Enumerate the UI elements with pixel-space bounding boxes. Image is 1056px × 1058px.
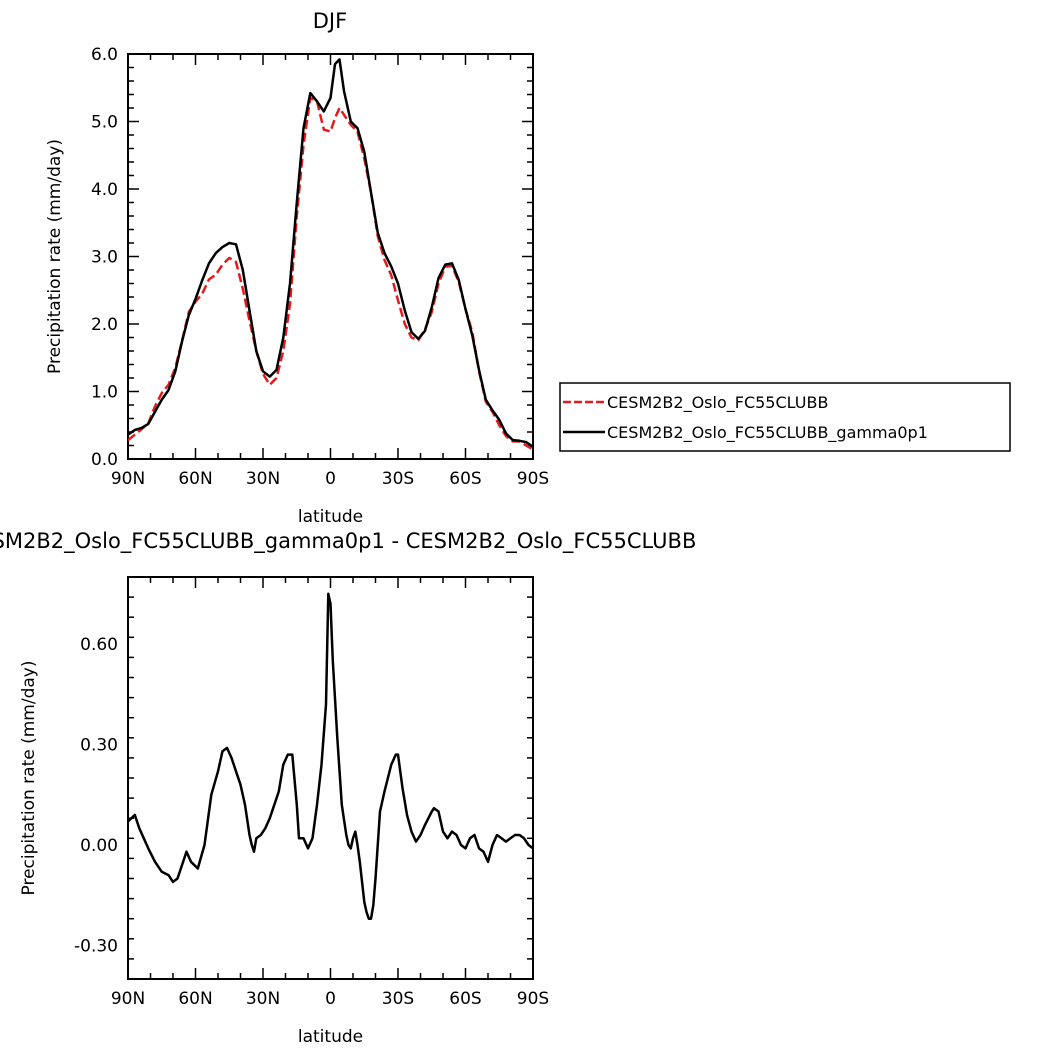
plot-frame bbox=[127, 576, 534, 980]
series-line-1 bbox=[128, 58, 533, 448]
chart-title: DJF bbox=[313, 9, 347, 33]
y-tick-label: 3.0 bbox=[91, 248, 118, 268]
x-tick-label: 60N bbox=[178, 989, 212, 1009]
y-tick-label: 0.30 bbox=[80, 736, 118, 756]
chart-bottom: CESM2B2_Oslo_FC55CLUBB_gamma0p1 - CESM2B… bbox=[0, 529, 696, 1047]
x-tick-label: 30S bbox=[382, 989, 414, 1009]
legend-label-1: CESM2B2_Oslo_FC55CLUBB_gamma0p1 bbox=[607, 423, 928, 443]
chart-top: DJF 90N 60N 30N 0 30S 60S 90S 0.0 1.0 2.0 3.0 4.0 5.0… bbox=[45, 9, 1011, 527]
x-tick-label: 0 bbox=[325, 469, 336, 489]
y-tick-label: 1.0 bbox=[91, 383, 118, 403]
x-tick-label: 60S bbox=[449, 989, 481, 1009]
x-tick-label: 90S bbox=[517, 989, 549, 1009]
y-axis-label: Precipitation rate (mm/day) bbox=[45, 139, 65, 374]
y-tick-label: 0.60 bbox=[80, 635, 118, 655]
y-tick-label: 5.0 bbox=[91, 113, 118, 133]
chart-title: CESM2B2_Oslo_FC55CLUBB_gamma0p1 - CESM2B… bbox=[0, 529, 696, 554]
y-tick-label: 6.0 bbox=[91, 45, 118, 65]
x-axis-label: latitude bbox=[298, 1027, 363, 1047]
x-axis-label: latitude bbox=[298, 507, 363, 527]
series-line-0 bbox=[128, 592, 533, 920]
series-line-0 bbox=[128, 96, 533, 451]
plot-frame bbox=[127, 53, 534, 460]
y-axis-label: Precipitation rate (mm/day) bbox=[19, 661, 39, 896]
legend-label-0: CESM2B2_Oslo_FC55CLUBB bbox=[607, 393, 828, 413]
x-tick-label: 90N bbox=[111, 469, 145, 489]
legend-box bbox=[559, 382, 1011, 452]
y-tick-label: 0.00 bbox=[80, 836, 118, 856]
y-tick-label: 2.0 bbox=[91, 315, 118, 335]
legend: CESM2B2_Oslo_FC55CLUBB CESM2B2_Oslo_FC55C… bbox=[559, 382, 1011, 452]
y-tick-label: 0.0 bbox=[91, 450, 118, 470]
y-tick-label: 4.0 bbox=[91, 180, 118, 200]
y-tick-label: -0.30 bbox=[74, 937, 118, 957]
x-tick-label: 30N bbox=[246, 989, 280, 1009]
x-tick-label: 30S bbox=[382, 469, 414, 489]
x-tick-label: 60S bbox=[449, 469, 481, 489]
x-tick-label: 90N bbox=[111, 989, 145, 1009]
x-tick-label: 0 bbox=[325, 989, 336, 1009]
x-tick-label: 90S bbox=[517, 469, 549, 489]
x-tick-label: 30N bbox=[246, 469, 280, 489]
x-tick-label: 60N bbox=[178, 469, 212, 489]
